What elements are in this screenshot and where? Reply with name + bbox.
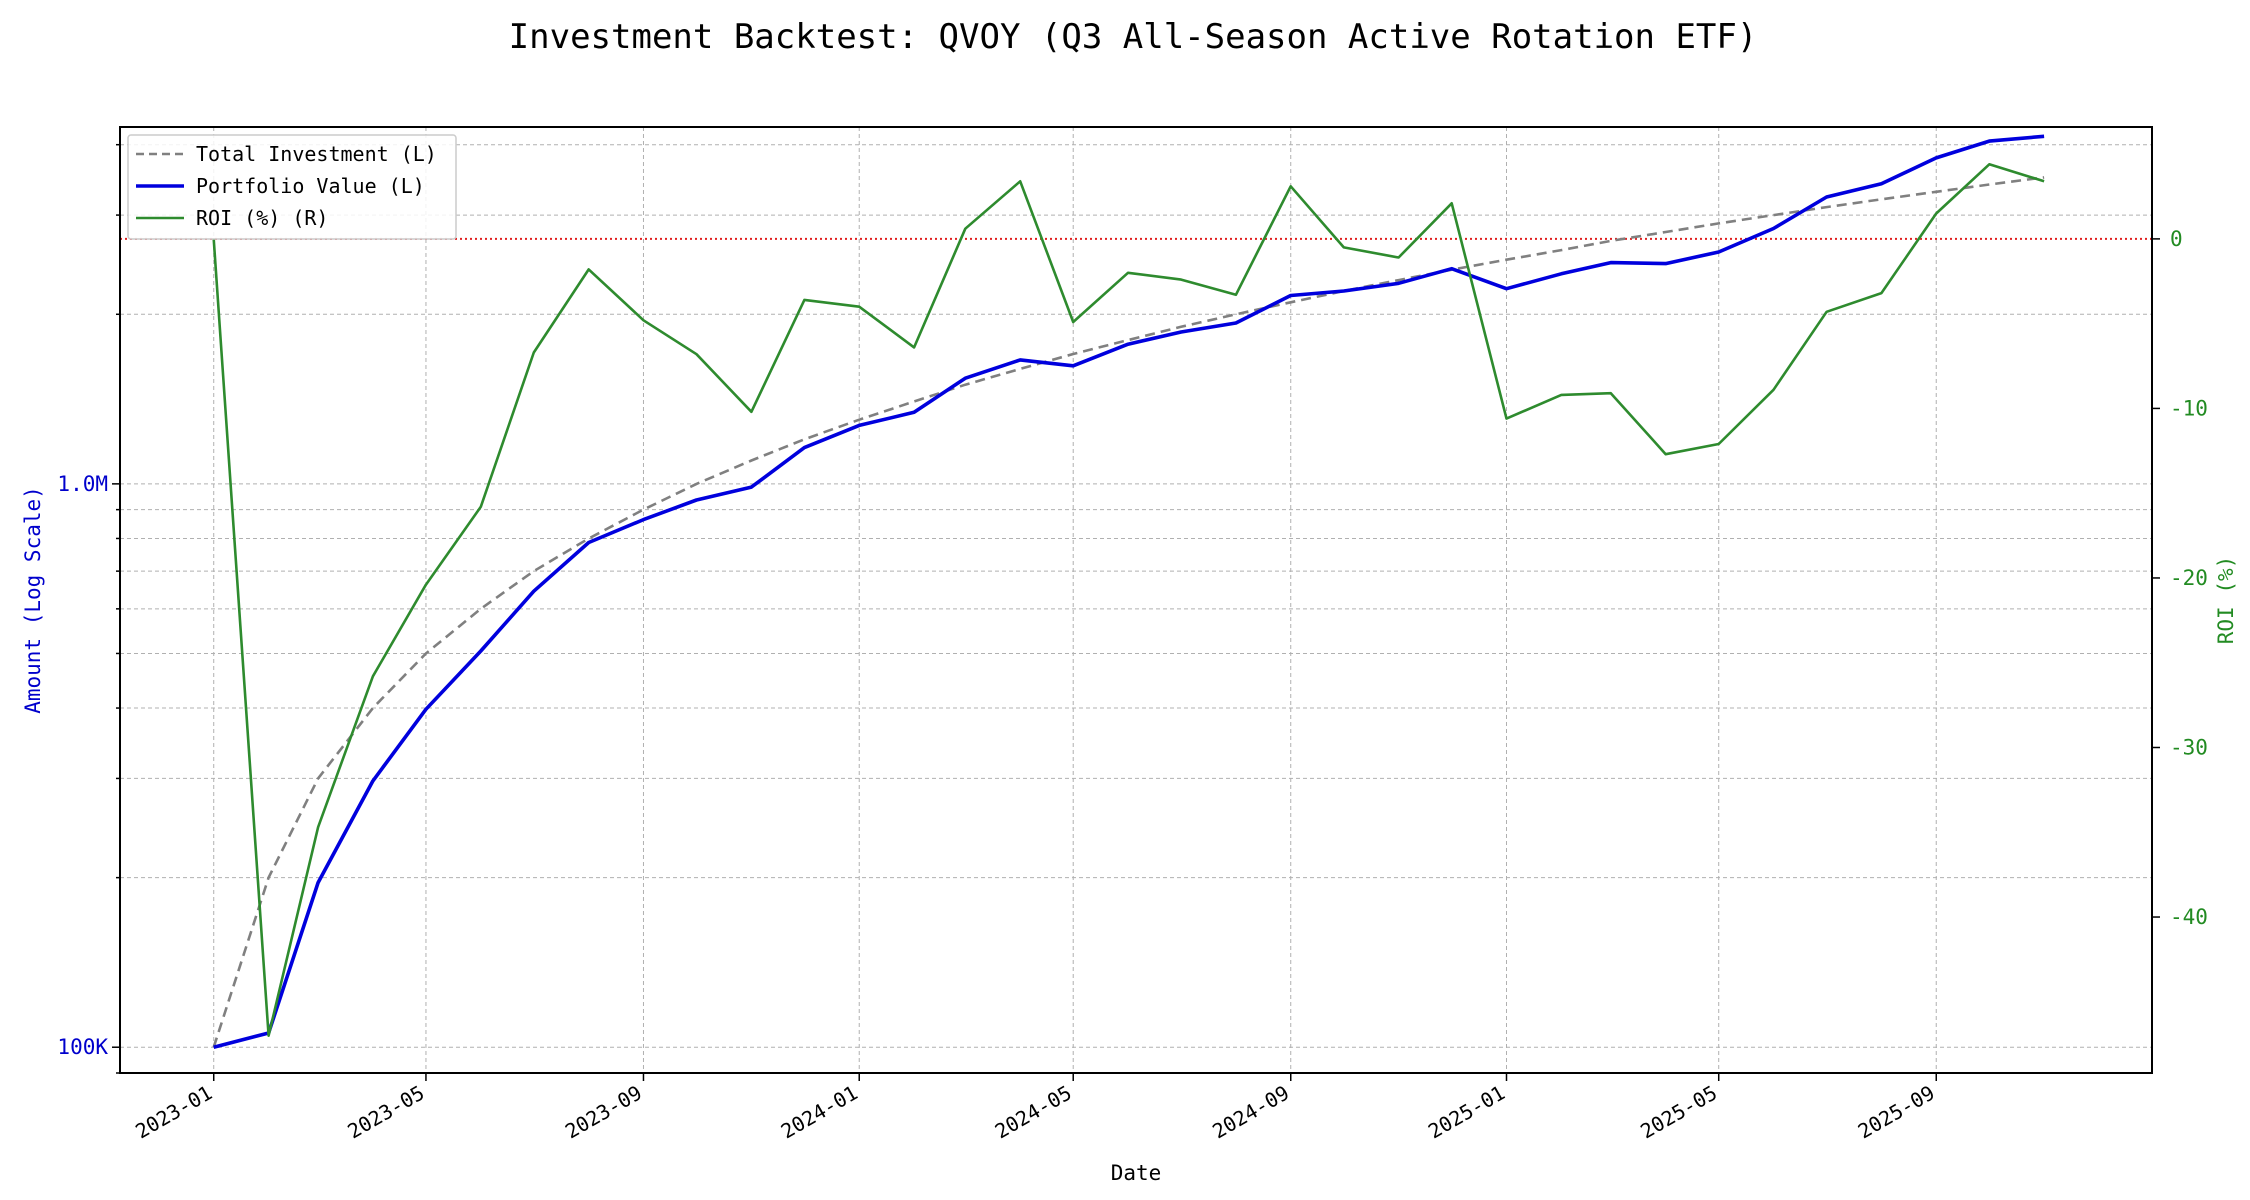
x-tick-label: 2024-01 — [777, 1081, 862, 1144]
y-left-tick-label: 1.0M — [57, 472, 108, 496]
plot-frame — [119, 126, 2153, 1074]
y-right-tick-label: 0 — [2170, 227, 2183, 251]
x-axis-ticks: 2023-01 2023-05 2023-09 2024-01 2024-05 2024-… — [131, 1073, 1939, 1143]
legend: Total Investment (L) Portfolio Value (L)… — [127, 134, 457, 240]
x-axis-label: Date — [1111, 1161, 1162, 1185]
legend-label-roi: ROI (%) (R) — [196, 206, 328, 230]
y-right-axis-ticks: 0 -10 -20 -30 -40 — [2152, 227, 2208, 929]
y-left-axis-ticks: 100K 1.0M — [57, 143, 120, 1074]
y-left-axis-label: Amount (Log Scale) — [21, 486, 45, 714]
x-tick-label: 2023-05 — [343, 1081, 428, 1144]
x-tick-label: 2025-09 — [1854, 1081, 1939, 1144]
y-right-axis-label: ROI (%) — [2214, 556, 2238, 645]
legend-label-portfolio-value: Portfolio Value (L) — [196, 174, 425, 198]
x-tick-label: 2025-01 — [1424, 1081, 1509, 1144]
portfolio-value-line — [213, 134, 2045, 1049]
series-layer — [212, 134, 2045, 1049]
y-right-tick-label: -40 — [2170, 905, 2208, 929]
legend-label-total-investment: Total Investment (L) — [196, 142, 437, 166]
grid-layer — [120, 127, 2152, 1074]
legend-box — [127, 134, 457, 240]
y-left-tick-label: 100K — [57, 1035, 108, 1059]
chart-title: Investment Backtest: QVOY (Q3 All-Season… — [509, 17, 1758, 57]
x-tick-label: 2023-01 — [131, 1081, 216, 1144]
x-tick-label: 2023-09 — [561, 1081, 646, 1144]
x-tick-label: 2024-05 — [991, 1081, 1076, 1144]
y-right-tick-label: -10 — [2170, 396, 2208, 420]
x-tick-label: 2025-05 — [1636, 1081, 1721, 1144]
x-tick-label: 2024-09 — [1208, 1081, 1293, 1144]
roi-line — [212, 163, 2045, 1037]
y-right-tick-label: -30 — [2170, 735, 2208, 759]
total-investment-line — [212, 176, 2045, 1048]
y-right-tick-label: -20 — [2170, 566, 2208, 590]
